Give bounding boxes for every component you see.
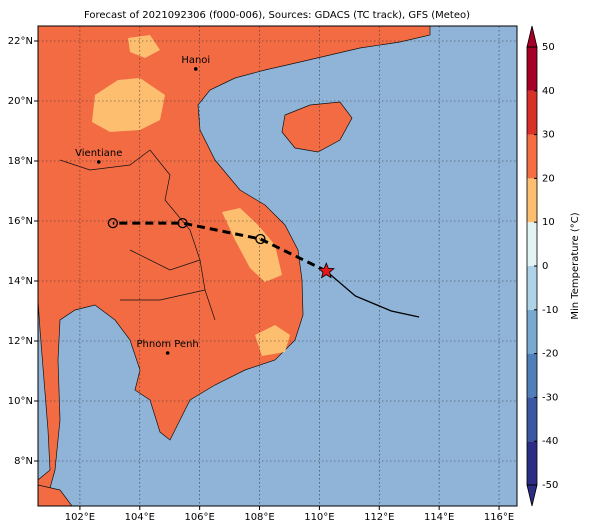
city-dot xyxy=(193,67,198,71)
forecast-track xyxy=(112,221,327,273)
city-label: Hanoi xyxy=(181,55,210,66)
cool-region xyxy=(255,325,290,356)
cool-region xyxy=(222,208,282,282)
colorbar-tick-label: 20 xyxy=(542,173,555,184)
colorbar-tick-label: 0 xyxy=(542,261,548,272)
city-dot xyxy=(165,351,170,355)
colorbar-tick-label: -40 xyxy=(542,436,558,447)
plot-frame xyxy=(37,25,518,507)
malaysia xyxy=(38,484,73,506)
x-tick-label: 104°E xyxy=(125,512,155,523)
colorbar-segment xyxy=(527,47,537,91)
map-area: Hanoi Vientiane Phnom Penh xyxy=(38,26,517,506)
x-tick-label: 102°E xyxy=(65,512,95,523)
city-dot xyxy=(96,160,101,164)
hainan xyxy=(281,101,353,153)
y-tick-label: 10°N xyxy=(8,396,33,407)
storm-position xyxy=(317,262,335,279)
colorbar-tick-label: -10 xyxy=(542,305,558,316)
x-tick-label: 108°E xyxy=(244,512,274,523)
colorbar-segment xyxy=(527,397,537,442)
colorbar-label: Min Temperature (°C) xyxy=(570,212,581,319)
colorbar-tick-label: 10 xyxy=(542,217,555,228)
forecast-point xyxy=(177,217,188,229)
y-tick-label: 8°N xyxy=(14,456,33,467)
colorbar-segment xyxy=(527,441,537,485)
colorbar-tick-label: 50 xyxy=(542,42,555,53)
x-tick-label: 116°E xyxy=(484,512,514,523)
borders xyxy=(59,149,216,321)
colorbar-segment xyxy=(527,90,537,135)
x-tick-label: 110°E xyxy=(304,512,334,523)
cool-region xyxy=(128,35,160,58)
city-label: Vientiane xyxy=(75,148,122,159)
cool-region xyxy=(92,78,165,132)
colorbar-extend-bottom xyxy=(526,484,538,507)
x-tick-label: 106°E xyxy=(184,512,214,523)
colorbar-tick-label: 30 xyxy=(542,130,555,141)
colorbar-segment xyxy=(527,309,537,354)
forecast-point xyxy=(255,233,266,245)
colorbar-tick-label: -20 xyxy=(542,349,558,360)
colorbar-tick-label: 40 xyxy=(542,86,555,97)
y-tick-label: 22°N xyxy=(8,36,33,47)
land xyxy=(38,26,431,506)
colorbar-segment xyxy=(527,353,537,398)
past-track xyxy=(325,270,420,318)
y-tick-label: 20°N xyxy=(8,96,33,107)
forecast-point xyxy=(107,217,118,229)
colorbar-tick-label: -50 xyxy=(542,480,558,491)
colorbar-segment xyxy=(527,178,537,223)
colorbar-segment xyxy=(527,134,537,179)
y-tick-label: 14°N xyxy=(8,276,33,287)
colorbar-extend-top xyxy=(526,25,538,48)
x-tick-label: 114°E xyxy=(424,512,454,523)
city-label: Phnom Penh xyxy=(137,339,199,350)
y-tick-label: 18°N xyxy=(8,156,33,167)
map-title: Forecast of 2021092306 (f000-006), Sourc… xyxy=(84,10,470,21)
y-tick-label: 16°N xyxy=(8,216,33,227)
x-tick-label: 112°E xyxy=(364,512,394,523)
colorbar-segment xyxy=(527,266,537,310)
colorbar-segment xyxy=(527,222,537,266)
y-tick-label: 12°N xyxy=(8,336,33,347)
colorbar-tick-label: -30 xyxy=(542,392,558,403)
